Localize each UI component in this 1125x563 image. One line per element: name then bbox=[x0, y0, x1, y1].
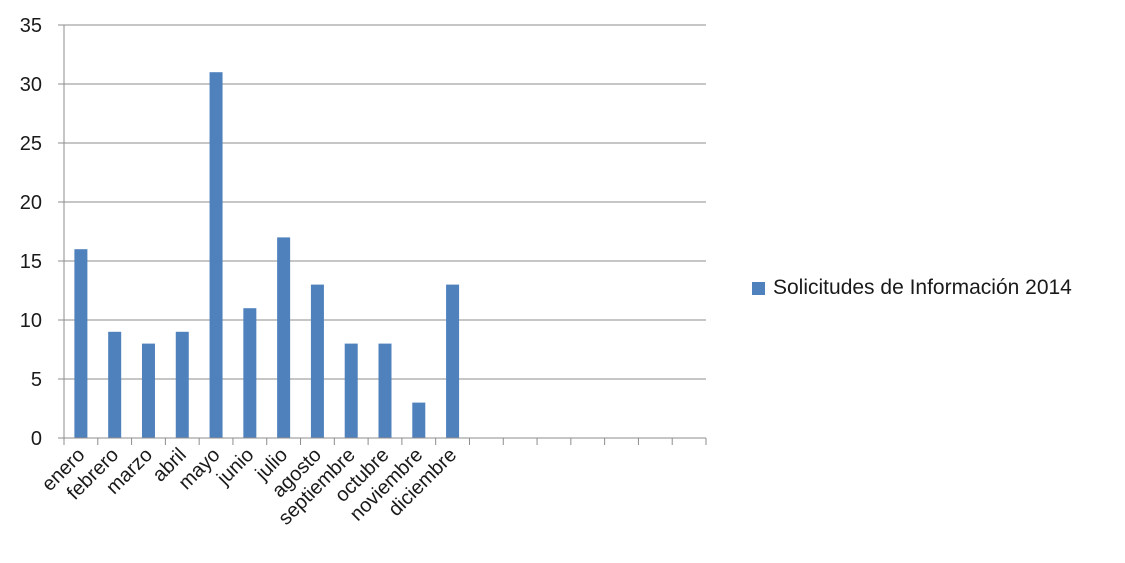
legend-label: Solicitudes de Información 2014 bbox=[773, 276, 1072, 299]
y-tick-label: 25 bbox=[20, 133, 42, 155]
y-tick-label: 30 bbox=[20, 74, 42, 96]
legend: Solicitudes de Información 2014 bbox=[752, 276, 1072, 300]
bar-junio bbox=[243, 308, 257, 438]
axes bbox=[58, 24, 707, 445]
legend-swatch bbox=[752, 281, 765, 295]
bar-septiembre bbox=[344, 343, 358, 438]
bars bbox=[74, 72, 460, 438]
bar-octubre bbox=[378, 343, 392, 438]
bar-noviembre bbox=[412, 402, 426, 438]
bar-julio bbox=[277, 237, 291, 438]
bar-agosto bbox=[310, 284, 324, 438]
y-tick-label: 0 bbox=[31, 428, 42, 450]
gridlines bbox=[64, 24, 706, 380]
y-tick-label: 35 bbox=[20, 15, 42, 37]
bar-febrero bbox=[108, 331, 122, 438]
bar-mayo bbox=[209, 72, 223, 438]
y-tick-labels: 0 5 10 15 20 25 30 35 bbox=[20, 15, 42, 450]
y-tick-label: 20 bbox=[20, 192, 42, 214]
y-tick-label: 5 bbox=[31, 369, 42, 391]
y-tick-label: 10 bbox=[20, 310, 42, 332]
bar-diciembre bbox=[446, 284, 460, 438]
x-tick-label: junio bbox=[212, 444, 258, 490]
bar-marzo bbox=[141, 343, 155, 438]
bar-enero bbox=[74, 249, 88, 438]
bar-abril bbox=[175, 331, 189, 438]
y-tick-label: 15 bbox=[20, 251, 42, 273]
x-tick-labels: enerofebreromarzoabrilmayojuniojulioagos… bbox=[38, 444, 461, 530]
